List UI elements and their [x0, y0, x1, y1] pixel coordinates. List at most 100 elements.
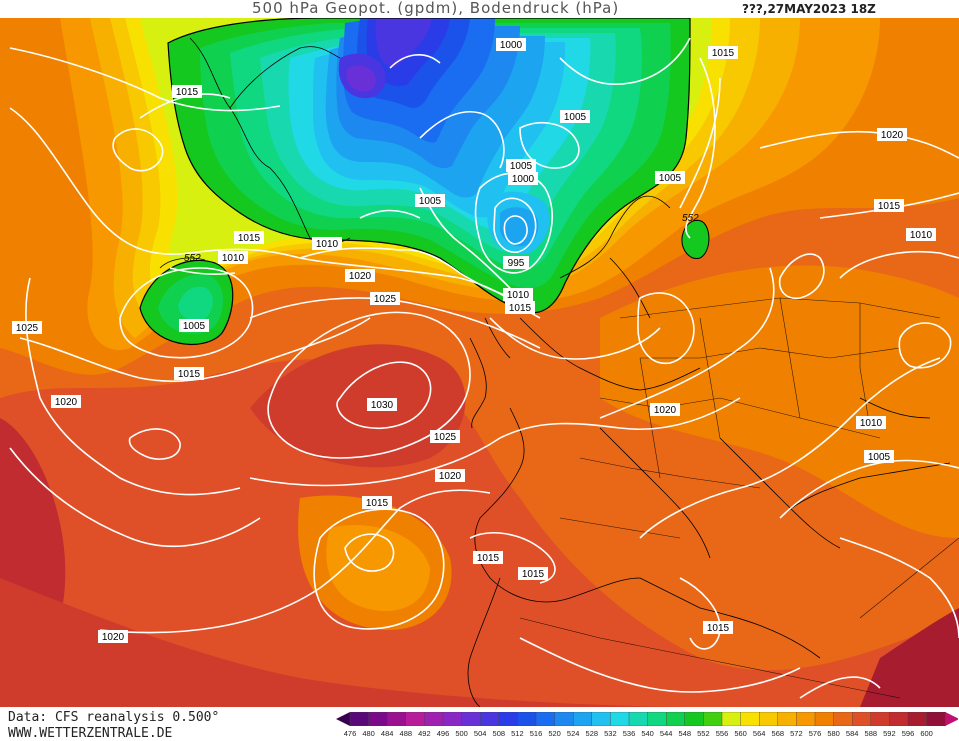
isobar-label: 1010: [312, 237, 342, 250]
legend-swatch: [368, 712, 388, 726]
isobar-label: 1015: [234, 231, 264, 244]
borders: [519, 297, 959, 699]
weather-map: 1015 1000 1015 1005 1020 1005 1000 1005 …: [0, 18, 959, 707]
website-link[interactable]: WWW.WETTERZENTRALE.DE: [8, 726, 173, 741]
legend-swatch: [666, 712, 686, 726]
legend-swatch: [517, 712, 537, 726]
legend-tick-label: 556: [715, 729, 729, 738]
isobar-label: 1005: [415, 194, 445, 207]
legend-tick-label: 580: [827, 729, 840, 738]
legend-tick-label: 484: [380, 729, 394, 738]
field-500-core: [346, 65, 376, 92]
isobar-label: 1015: [172, 85, 202, 98]
isobar-label: 1015: [703, 621, 733, 634]
legend-tick-label: 508: [492, 729, 506, 738]
svg-text:1015: 1015: [366, 498, 389, 509]
legend-tick-label: 488: [399, 729, 413, 738]
color-legend: [336, 712, 958, 726]
legend-swatch: [442, 712, 463, 726]
isobar-label: 1015: [874, 199, 904, 212]
svg-text:1015: 1015: [712, 48, 735, 59]
legend-swatch: [479, 712, 500, 726]
field-588-bottom: [0, 578, 700, 707]
field-584-west: [0, 359, 959, 707]
svg-text:1030: 1030: [371, 400, 394, 411]
legend-tick-label: 536: [622, 729, 636, 738]
svg-text:1005: 1005: [510, 161, 533, 172]
field-576-iberia: [326, 524, 430, 612]
isobar-label: 1020: [435, 469, 465, 482]
legend-swatch: [591, 712, 612, 726]
field-cutoff-544: [178, 286, 213, 321]
legend-swatch: [349, 712, 370, 726]
svg-text:995: 995: [508, 258, 525, 269]
legend-swatch: [610, 712, 630, 726]
svg-text:1000: 1000: [512, 174, 535, 185]
legend-swatch: [703, 712, 723, 726]
isobar-label: [211, 244, 241, 257]
legend-swatch: [387, 712, 407, 726]
legend-tick-label: 568: [771, 729, 785, 738]
field-576-europe: [600, 265, 959, 538]
svg-text:1005: 1005: [868, 452, 891, 463]
isobar-label: 1000: [496, 38, 526, 51]
svg-text:1020: 1020: [439, 471, 462, 482]
isobar-label: 1005: [864, 450, 894, 463]
legend-swatch: [870, 712, 891, 726]
isobar-labels: 1015 1000 1015 1005 1020 1005 1000 1005 …: [12, 38, 936, 643]
isobar-label: 1015: [362, 496, 392, 509]
svg-text:1020: 1020: [654, 405, 677, 416]
map-date: ???,27MAY2023 18Z: [742, 2, 876, 16]
legend-tick-label: 576: [808, 729, 822, 738]
isobar-label: 1025: [430, 430, 460, 443]
legend-tick-label: 592: [883, 729, 896, 738]
legend-arrow-left: [336, 712, 350, 726]
isobar-label: 1020: [877, 128, 907, 141]
isobar-label: 1005: [179, 319, 209, 332]
legend-tick-label: 476: [343, 729, 357, 738]
svg-text:552: 552: [184, 253, 201, 264]
svg-text:1015: 1015: [178, 369, 201, 380]
legend-swatch: [647, 712, 667, 726]
svg-text:1015: 1015: [176, 87, 199, 98]
svg-text:1015: 1015: [238, 233, 261, 244]
legend-swatch: [907, 712, 928, 726]
legend-tick-label: 492: [418, 729, 431, 738]
svg-text:1020: 1020: [881, 130, 904, 141]
svg-text:552: 552: [682, 213, 699, 224]
svg-text:1020: 1020: [102, 632, 125, 643]
svg-text:1010: 1010: [316, 239, 339, 250]
svg-text:1010: 1010: [860, 418, 883, 429]
legend-swatch: [405, 712, 426, 726]
legend-ticks: 476 480 484 488 492 496 500 504 508 512 516 520 524 5…: [342, 729, 950, 741]
legend-swatch: [759, 712, 779, 726]
legend-swatch: [777, 712, 798, 726]
svg-text:1005: 1005: [419, 196, 442, 207]
legend-swatch: [498, 712, 519, 726]
legend-swatch: [833, 712, 853, 726]
contour-552-scandinavia: [681, 219, 710, 259]
legend-tick-label: 512: [511, 729, 524, 738]
legend-swatch: [424, 712, 444, 726]
isobar-label: 1030: [367, 398, 397, 411]
legend-swatch: [852, 712, 872, 726]
svg-text:1025: 1025: [434, 432, 457, 443]
isobars: [9, 37, 959, 699]
isobar-label: 1025: [12, 321, 42, 334]
legend-tick-label: 504: [473, 729, 487, 738]
legend-tick-label: 480: [362, 729, 375, 738]
legend-tick-label: 548: [678, 729, 692, 738]
isobar-label: 1020: [51, 395, 81, 408]
svg-text:1005: 1005: [659, 173, 682, 184]
legend-tick-label: 516: [529, 729, 543, 738]
legend-swatch: [889, 712, 909, 726]
svg-text:1025: 1025: [374, 294, 397, 305]
svg-text:1015: 1015: [878, 201, 901, 212]
isobar-label: 1020: [650, 403, 680, 416]
legend-swatch: [740, 712, 760, 726]
isobar-label: 1025: [370, 292, 400, 305]
isobar-label: 1010: [503, 288, 533, 301]
isobar-label: 1015: [473, 551, 503, 564]
data-source: Data: CFS reanalysis 0.500°: [8, 710, 220, 725]
svg-text:1020: 1020: [349, 271, 372, 282]
